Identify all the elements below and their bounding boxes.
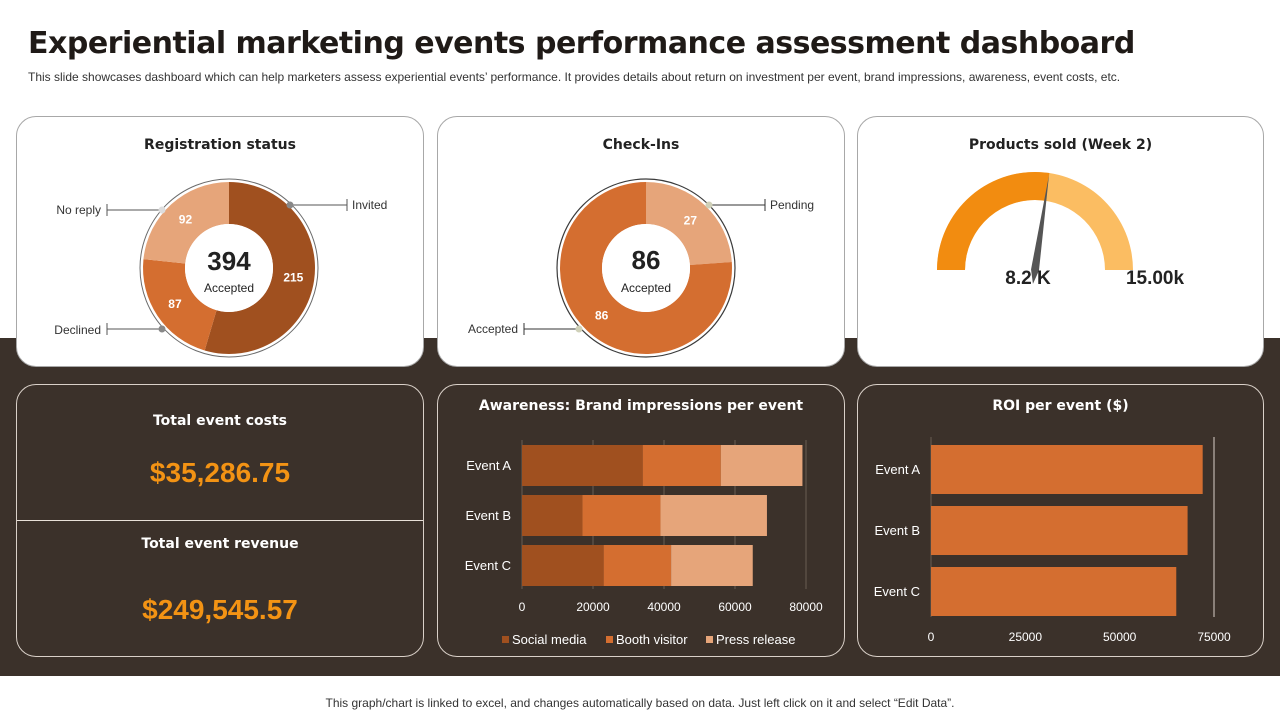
registration-status-card: Registration status 215 87 92 394 Accepted… — [16, 116, 424, 367]
awareness-legend-swatch — [502, 636, 509, 643]
roi-bar[interactable] — [931, 445, 1203, 494]
accepted-marker — [575, 325, 583, 333]
awareness-x-tick: 40000 — [647, 600, 681, 614]
registration-center-label: Accepted — [204, 281, 254, 295]
awareness-bar-segment[interactable] — [642, 445, 721, 486]
products-sold-title: Products sold (Week 2) — [968, 137, 1153, 153]
invited-slice[interactable] — [204, 182, 315, 354]
declined-slice[interactable] — [143, 259, 217, 351]
awareness-x-tick: 80000 — [789, 600, 823, 614]
awareness-x-tick: 20000 — [576, 600, 610, 614]
total-event-revenue-value: $249,545.57 — [142, 594, 298, 625]
accepted-slice[interactable] — [560, 182, 732, 354]
no-reply-callout: No reply — [56, 203, 101, 217]
registration-center-value: 394 — [207, 246, 251, 276]
check-ins-card: Check-Ins 27 86 86 Accepted Pending Accep… — [437, 116, 845, 367]
products-sold-gauge[interactable]: 8.2 K 15.00k — [858, 117, 1265, 368]
awareness-bar-segment[interactable] — [720, 445, 803, 486]
awareness-category-label: Event B — [465, 508, 511, 523]
awareness-x-tick: 0 — [519, 600, 526, 614]
awareness-bar-segment[interactable] — [582, 495, 661, 536]
awareness-stacked-bar-chart[interactable]: 0 20000 40000 60000 80000 Event A Event B Event… — [438, 385, 846, 658]
products-sold-card: Products sold (Week 2) 8.2 K 15.00k — [857, 116, 1264, 367]
metric-divider — [17, 520, 423, 521]
accepted-value-label: 86 — [595, 309, 609, 323]
awareness-bar-segment[interactable] — [522, 495, 583, 536]
registration-hole — [185, 224, 273, 312]
roi-title: ROI per event ($) — [992, 398, 1129, 414]
awareness-card: Awareness: Brand impressions per event 0… — [437, 384, 845, 657]
pending-value-label: 27 — [684, 213, 698, 227]
pending-marker — [705, 201, 713, 209]
awareness-legend-swatch — [606, 636, 613, 643]
roi-bar[interactable] — [931, 567, 1177, 616]
invited-marker — [286, 201, 294, 209]
awareness-bar-segment[interactable] — [603, 545, 672, 586]
registration-status-title: Registration status — [144, 137, 296, 153]
declined-marker — [158, 325, 166, 333]
roi-category-label: Event B — [874, 523, 920, 538]
gauge-max-label: 15.00k — [1126, 268, 1185, 289]
gauge-value-label: 8.2 K — [1005, 268, 1051, 289]
check-ins-donut-chart[interactable]: 27 86 86 Accepted Pending Accepted — [438, 117, 846, 368]
declined-value-label: 87 — [168, 297, 182, 311]
invited-value-label: 215 — [283, 270, 303, 284]
awareness-x-tick: 60000 — [718, 600, 752, 614]
costs-revenue-card: Total event costs $35,286.75 Total event… — [16, 384, 424, 657]
no-reply-value-label: 92 — [179, 213, 193, 227]
declined-callout: Declined — [54, 323, 101, 337]
check-ins-center-label: Accepted — [621, 281, 671, 295]
awareness-legend-label: Social media — [512, 632, 587, 647]
awareness-bar-segment[interactable] — [671, 545, 753, 586]
roi-x-tick: 25000 — [1009, 630, 1043, 644]
pending-callout: Pending — [770, 198, 814, 212]
total-event-costs-value: $35,286.75 — [149, 457, 291, 488]
roi-card: ROI per event ($) 0 25000 50000 75000 Event … — [857, 384, 1264, 657]
accepted-callout: Accepted — [468, 322, 518, 336]
roi-category-label: Event C — [874, 584, 920, 599]
footer-note: This graph/chart is linked to excel, and… — [325, 696, 955, 710]
check-ins-title: Check-Ins — [602, 137, 680, 153]
gauge-needle — [1031, 175, 1050, 284]
awareness-category-label: Event C — [465, 558, 511, 573]
gauge-fill — [937, 172, 1050, 270]
page-title: Experiential marketing events performanc… — [28, 26, 1135, 61]
roi-bar[interactable] — [931, 506, 1188, 555]
awareness-category-label: Event A — [466, 458, 511, 473]
registration-donut-chart[interactable]: 215 87 92 394 Accepted Invited No reply De… — [17, 117, 425, 368]
check-ins-hole — [602, 224, 690, 312]
check-ins-center-value: 86 — [632, 245, 661, 275]
roi-x-tick: 75000 — [1197, 630, 1231, 644]
awareness-title: Awareness: Brand impressions per event — [478, 398, 804, 414]
roi-x-tick: 0 — [928, 630, 935, 644]
total-event-revenue-title: Total event revenue — [141, 536, 299, 552]
check-ins-outer-ring — [556, 178, 736, 358]
registration-outer-ring — [139, 178, 319, 358]
roi-category-label: Event A — [875, 462, 920, 477]
page-subtitle: This slide showcases dashboard which can… — [28, 70, 1121, 84]
awareness-bar-segment[interactable] — [522, 445, 643, 486]
awareness-legend-label: Press release — [716, 632, 795, 647]
no-reply-marker — [158, 206, 166, 214]
roi-bar-chart[interactable]: 0 25000 50000 75000 Event A Event B Event C — [858, 385, 1265, 658]
total-event-costs-title: Total event costs — [152, 413, 288, 429]
awareness-bar-segment[interactable] — [522, 545, 604, 586]
pending-slice[interactable] — [646, 182, 732, 265]
awareness-legend-swatch — [706, 636, 713, 643]
no-reply-slice[interactable] — [143, 182, 229, 264]
invited-callout: Invited — [352, 198, 387, 212]
roi-x-tick: 50000 — [1103, 630, 1137, 644]
awareness-legend-label: Booth visitor — [616, 632, 688, 647]
awareness-bar-segment[interactable] — [660, 495, 767, 536]
